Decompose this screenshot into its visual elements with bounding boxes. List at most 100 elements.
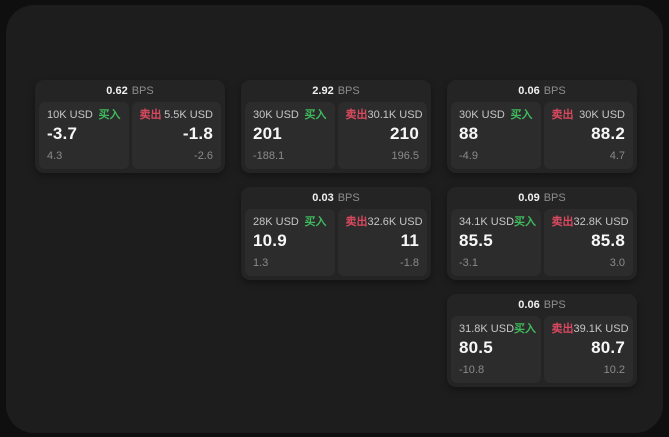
tiles: 30K USD 买入 201 -188.1 卖出 30.1K USD 210 1…	[245, 102, 427, 169]
sell-price: 85.8	[591, 231, 625, 250]
buy-amount: 30K USD	[253, 109, 299, 121]
sell-change: 4.7	[609, 150, 625, 162]
tiles: 10K USD 买入 -3.7 4.3 卖出 5.5K USD -1.8 -2.…	[39, 102, 221, 169]
tiles: 34.1K USD 买入 85.5 -3.1 卖出 32.8K USD 85.8…	[451, 209, 633, 276]
sell-amount: 5.5K USD	[164, 109, 213, 121]
buy-price: 10.9	[253, 231, 287, 250]
buy-tile[interactable]: 10K USD 买入 -3.7 4.3	[39, 102, 129, 169]
sell-tile[interactable]: 卖出 30K USD 88.2 4.7	[543, 102, 633, 169]
buy-change: -10.8	[459, 364, 485, 376]
bps-card: 2.92 BPS 30K USD 买入 201 -188.1 卖出 30.1K …	[241, 80, 431, 173]
sell-price: 11	[400, 231, 419, 250]
bps-unit: BPS	[543, 298, 566, 311]
sell-change: 3.0	[609, 257, 625, 269]
buy-price: 201	[253, 124, 282, 143]
sell-label: 卖出	[345, 109, 368, 121]
bps-card: 0.62 BPS 10K USD 买入 -3.7 4.3 卖出 5.5K USD…	[35, 80, 225, 173]
buy-change: -3.1	[459, 257, 478, 269]
sell-amount: 32.8K USD	[573, 216, 629, 228]
card-header: 0.03 BPS	[245, 187, 427, 209]
buy-label: 买入	[304, 216, 327, 228]
buy-label: 买入	[514, 216, 537, 228]
buy-price: 88	[459, 124, 479, 143]
buy-amount: 28K USD	[253, 216, 299, 228]
bps-value: 2.92	[312, 84, 334, 97]
sell-label: 卖出	[551, 109, 574, 121]
tile-top: 31.8K USD 买入	[459, 323, 537, 335]
sell-price: -1.8	[182, 124, 213, 143]
tiles: 30K USD 买入 88 -4.9 卖出 30K USD 88.2 4.7	[451, 102, 633, 169]
sell-label: 卖出	[551, 216, 574, 228]
bps-value: 0.06	[518, 298, 540, 311]
tile-top: 卖出 32.8K USD	[551, 216, 629, 228]
buy-tile[interactable]: 30K USD 买入 88 -4.9	[451, 102, 541, 169]
buy-amount: 10K USD	[47, 109, 93, 121]
bps-unit: BPS	[337, 191, 360, 204]
bps-value: 0.62	[106, 84, 128, 97]
bps-value: 0.06	[518, 84, 540, 97]
card-header: 2.92 BPS	[245, 80, 427, 102]
sell-amount: 30.1K USD	[367, 109, 423, 121]
buy-change: -188.1	[253, 150, 285, 162]
sell-tile[interactable]: 卖出 32.6K USD 11 -1.8	[337, 209, 427, 276]
tile-top: 卖出 30K USD	[552, 110, 626, 121]
tiles: 28K USD 买入 10.9 1.3 卖出 32.6K USD 11 -1.8	[245, 209, 427, 276]
buy-amount: 34.1K USD	[459, 216, 515, 228]
bps-unit: BPS	[543, 84, 566, 97]
card-header: 0.09 BPS	[451, 187, 633, 209]
tile-top: 28K USD 买入	[253, 217, 327, 228]
sell-amount: 39.1K USD	[573, 323, 629, 335]
sell-change: -1.8	[400, 257, 419, 269]
card-header: 0.62 BPS	[39, 80, 221, 102]
bps-unit: BPS	[337, 84, 360, 97]
sell-change: -2.6	[194, 150, 213, 162]
buy-label: 买入	[304, 109, 327, 121]
buy-tile[interactable]: 34.1K USD 买入 85.5 -3.1	[451, 209, 541, 276]
sell-price: 80.7	[591, 338, 625, 357]
tile-top: 34.1K USD 买入	[459, 216, 537, 228]
tiles: 31.8K USD 买入 80.5 -10.8 卖出 39.1K USD 80.…	[451, 316, 633, 383]
buy-change: 4.3	[47, 150, 63, 162]
tile-top: 30K USD 买入	[459, 110, 533, 121]
bps-card: 0.06 BPS 31.8K USD 买入 80.5 -10.8 卖出 39.1…	[447, 294, 637, 387]
bps-value: 0.09	[518, 191, 540, 204]
tile-top: 卖出 30.1K USD	[345, 109, 423, 121]
buy-price: -3.7	[47, 124, 78, 143]
sell-tile[interactable]: 卖出 30.1K USD 210 196.5	[337, 102, 427, 169]
buy-tile[interactable]: 31.8K USD 买入 80.5 -10.8	[451, 316, 541, 383]
sell-tile[interactable]: 卖出 5.5K USD -1.8 -2.6	[131, 102, 221, 169]
buy-change: 1.3	[253, 257, 269, 269]
tile-top: 30K USD 买入	[253, 110, 327, 121]
buy-label: 买入	[514, 323, 537, 335]
sell-label: 卖出	[551, 323, 574, 335]
buy-amount: 30K USD	[459, 109, 505, 121]
card-header: 0.06 BPS	[451, 80, 633, 102]
tile-top: 卖出 5.5K USD	[140, 110, 214, 121]
sell-price: 210	[390, 124, 419, 143]
bps-card: 0.09 BPS 34.1K USD 买入 85.5 -3.1 卖出 32.8K…	[447, 187, 637, 280]
tile-top: 10K USD 买入	[47, 110, 121, 121]
bps-cards-grid: 0.62 BPS 10K USD 买入 -3.7 4.3 卖出 5.5K USD…	[35, 80, 637, 387]
sell-tile[interactable]: 卖出 32.8K USD 85.8 3.0	[543, 209, 633, 276]
bps-unit: BPS	[543, 191, 566, 204]
buy-price: 85.5	[459, 231, 493, 250]
bps-card: 0.03 BPS 28K USD 买入 10.9 1.3 卖出 32.6K US…	[241, 187, 431, 280]
tile-top: 卖出 32.6K USD	[345, 216, 423, 228]
bps-value: 0.03	[312, 191, 334, 204]
sell-label: 卖出	[139, 109, 162, 121]
buy-label: 买入	[98, 109, 121, 121]
buy-tile[interactable]: 28K USD 买入 10.9 1.3	[245, 209, 335, 276]
buy-price: 80.5	[459, 338, 493, 357]
sell-tile[interactable]: 卖出 39.1K USD 80.7 10.2	[543, 316, 633, 383]
sell-amount: 32.6K USD	[367, 216, 423, 228]
bps-card: 0.06 BPS 30K USD 买入 88 -4.9 卖出 30K USD 8…	[447, 80, 637, 173]
sell-change: 10.2	[603, 364, 625, 376]
tile-top: 卖出 39.1K USD	[551, 323, 629, 335]
buy-change: -4.9	[459, 150, 478, 162]
buy-tile[interactable]: 30K USD 买入 201 -188.1	[245, 102, 335, 169]
bps-unit: BPS	[131, 84, 154, 97]
card-header: 0.06 BPS	[451, 294, 633, 316]
sell-change: 196.5	[391, 150, 419, 162]
sell-label: 卖出	[345, 216, 368, 228]
sell-amount: 30K USD	[579, 109, 625, 121]
